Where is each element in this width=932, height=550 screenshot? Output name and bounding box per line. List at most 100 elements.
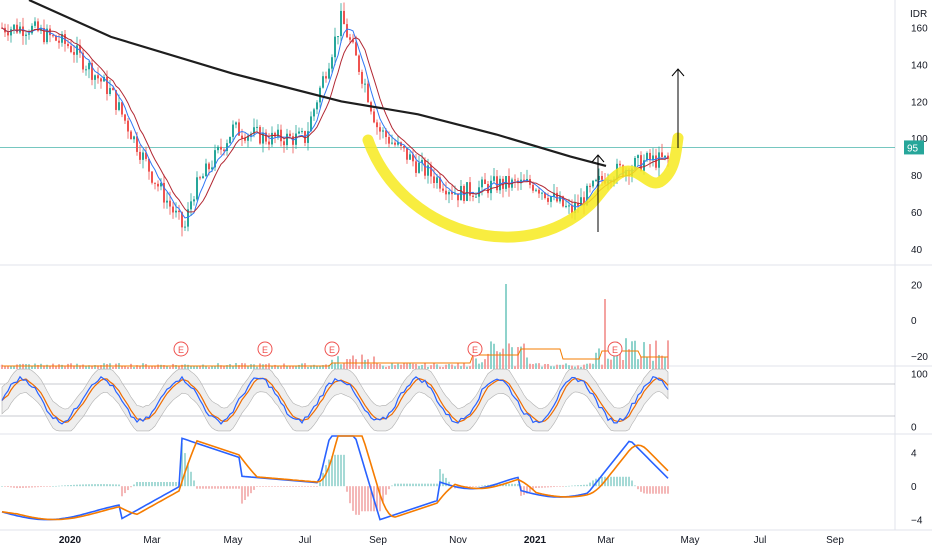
macd-histogram-bar <box>184 453 186 487</box>
macd-panel[interactable] <box>0 435 932 550</box>
macd-histogram-bar <box>289 486 291 487</box>
candle-body <box>49 28 51 36</box>
volume-bar <box>202 364 204 369</box>
earnings-marker-5 <box>607 341 623 357</box>
macd-histogram-bar <box>553 486 555 488</box>
macd-histogram-bar <box>67 485 69 487</box>
candle-body <box>94 75 96 80</box>
time-label-mar: Mar <box>143 535 161 546</box>
candle-body <box>472 195 474 197</box>
macd-histogram-bar <box>403 483 405 487</box>
macd-histogram-bar <box>109 484 111 487</box>
macd-histogram-bar <box>607 476 609 487</box>
macd-histogram-bar <box>652 486 654 494</box>
candle-body <box>364 83 366 85</box>
volume-bar <box>16 364 18 369</box>
volume-bar <box>643 342 645 369</box>
macd-histogram-bar <box>655 486 657 494</box>
macd-signal-line <box>1 435 669 521</box>
time-label-may: May <box>224 535 243 546</box>
candle-body <box>349 37 351 40</box>
candle-body <box>538 189 540 194</box>
macd-histogram-bar <box>526 486 528 494</box>
macd-histogram-bar <box>103 484 105 487</box>
candle-body <box>583 197 585 206</box>
macd-histogram-bar <box>577 485 579 487</box>
candle-body <box>187 209 189 227</box>
macd-histogram-bar <box>565 486 567 487</box>
macd-histogram-bar <box>82 484 84 487</box>
volume-bar <box>358 365 360 369</box>
macd-histogram-bar <box>424 483 426 487</box>
macd-histogram-bar <box>238 486 240 489</box>
macd-histogram-bar <box>265 486 267 487</box>
macd-histogram-bar <box>127 486 129 491</box>
volume-bar <box>541 366 543 369</box>
candle-body <box>214 150 216 168</box>
macd-histogram-bar <box>115 484 117 487</box>
candle-body <box>331 57 333 69</box>
macd-histogram-bar <box>190 471 192 487</box>
candle-body <box>562 196 564 207</box>
volume-bar <box>523 343 525 369</box>
candle-body <box>469 182 471 196</box>
earnings-marker-4 <box>467 341 483 357</box>
price-tick-40: 40 <box>911 245 923 256</box>
volume-bar <box>424 363 426 369</box>
candle-body <box>61 34 63 43</box>
volume-bar <box>238 365 240 369</box>
candle-body <box>355 42 357 56</box>
macd-histogram-bar <box>328 459 330 487</box>
volume-bar <box>196 365 198 369</box>
price-panel[interactable] <box>0 0 895 243</box>
stochastic-panel[interactable] <box>0 368 895 432</box>
candle-body <box>208 163 210 170</box>
candle-body <box>235 122 237 125</box>
macd-histogram-bar <box>442 473 444 487</box>
volume-bar <box>88 365 90 369</box>
volume-bar <box>496 351 498 369</box>
volume-bar <box>505 284 507 369</box>
volume-ma-line <box>2 348 668 367</box>
target-arrow-head <box>671 68 685 77</box>
macd-histogram-bar <box>370 486 372 512</box>
macd-histogram-bar <box>406 483 408 487</box>
macd-histogram-bar <box>469 486 471 487</box>
candle-body <box>358 55 360 72</box>
time-label-2021: 2021 <box>524 535 547 546</box>
candle-body <box>457 193 459 201</box>
candle-body <box>658 152 660 168</box>
candle-body <box>7 32 9 36</box>
macd-histogram-bar <box>586 484 588 487</box>
volume-bar <box>655 340 657 369</box>
candle-body <box>403 145 405 149</box>
volume-bar <box>55 365 57 369</box>
candle-body <box>253 127 255 134</box>
stoch-tick-100: 100 <box>911 369 928 380</box>
candle-body <box>415 161 417 173</box>
candle-body <box>508 175 510 188</box>
candle-body <box>619 163 621 166</box>
price-axis[interactable]: 40 60 80 100 120 140 160 −20 0 20 0 100 −4 0 4 <box>911 24 928 527</box>
candle-body <box>649 152 651 161</box>
macd-histogram-bar <box>244 486 246 500</box>
macd-histogram-bar <box>295 486 297 487</box>
volume-bar <box>28 364 30 369</box>
macd-histogram-bar <box>256 486 258 487</box>
candle-body <box>31 25 33 34</box>
candle-body <box>496 176 498 191</box>
volume-bar <box>148 366 150 369</box>
time-axis[interactable]: 2020 Mar May Jul Sep Nov 2021 Mar May Jul Sep <box>59 535 844 546</box>
macd-histogram-bar <box>541 486 543 488</box>
candle-body <box>223 149 225 151</box>
volume-bar <box>328 364 330 369</box>
macd-histogram-bar <box>31 486 33 488</box>
candle-body <box>382 130 384 132</box>
candle-body <box>175 210 177 213</box>
candle-body <box>634 157 636 169</box>
volume-bar <box>634 340 636 369</box>
volume-bar <box>187 364 189 369</box>
